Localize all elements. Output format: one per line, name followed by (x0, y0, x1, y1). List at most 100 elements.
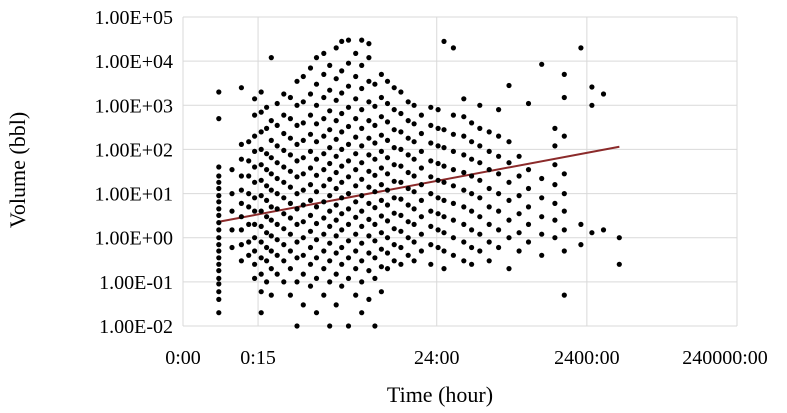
data-point (339, 90, 345, 96)
data-point (461, 152, 467, 158)
data-point (339, 68, 345, 74)
data-point (469, 120, 475, 126)
data-point (411, 173, 417, 179)
data-point (391, 258, 397, 264)
data-point (539, 61, 545, 67)
data-point (359, 258, 365, 264)
data-point (339, 110, 345, 117)
data-point (372, 238, 378, 244)
data-point (525, 100, 532, 107)
data-point (246, 191, 252, 197)
data-point (252, 248, 258, 254)
data-point (307, 182, 314, 188)
data-point (229, 191, 235, 197)
data-point (294, 191, 300, 197)
data-point (496, 133, 502, 139)
data-point (216, 248, 222, 254)
data-point (268, 171, 274, 177)
data-point (398, 244, 404, 251)
data-point (287, 94, 293, 101)
data-point (321, 231, 327, 237)
data-point (300, 219, 306, 225)
data-point (268, 137, 274, 143)
y-tick-label: 1.00E+01 (95, 184, 174, 206)
data-point (274, 122, 280, 128)
data-point (366, 233, 372, 239)
data-point (384, 171, 391, 177)
y-tick-labels: 1.00E-02 1.00E-01 1.00E+00 1.00E+01 1.00E+02… (95, 7, 174, 338)
data-point (477, 231, 483, 237)
data-point (366, 296, 372, 302)
data-point (411, 189, 417, 195)
data-point (333, 233, 339, 239)
data-point (398, 196, 404, 202)
data-point (258, 162, 264, 168)
data-point (281, 179, 287, 185)
data-point (589, 230, 595, 236)
data-point (428, 223, 434, 229)
data-point (366, 184, 372, 190)
data-point (441, 179, 447, 185)
data-point (216, 310, 222, 316)
data-point (327, 176, 333, 182)
data-point (216, 199, 222, 205)
data-point (506, 82, 512, 89)
data-point (496, 227, 502, 233)
data-point (333, 45, 339, 51)
data-point (391, 145, 397, 151)
data-point (216, 220, 222, 226)
data-point (327, 87, 333, 93)
y-tick-label: 1.00E+02 (95, 139, 174, 161)
data-point (405, 185, 411, 192)
data-point (216, 212, 222, 218)
data-point (441, 197, 447, 203)
data-point (313, 237, 320, 243)
data-point (418, 214, 424, 220)
data-point (469, 261, 475, 267)
data-point (321, 292, 327, 298)
data-point (398, 129, 404, 135)
data-point (313, 156, 320, 162)
data-point (264, 183, 270, 189)
data-point (252, 235, 258, 241)
data-point (391, 162, 397, 168)
data-point (418, 197, 424, 203)
data-point (353, 292, 359, 298)
data-point (411, 206, 417, 212)
data-point (353, 134, 359, 140)
data-point (258, 193, 264, 199)
data-point (428, 261, 434, 267)
data-point (450, 217, 456, 223)
data-point (274, 175, 280, 182)
data-point (405, 252, 411, 258)
data-point (281, 279, 287, 285)
data-point (264, 279, 270, 285)
data-point (366, 118, 372, 124)
data-point (268, 204, 274, 210)
data-point (552, 235, 558, 241)
data-point (378, 289, 384, 295)
data-point (486, 129, 492, 135)
data-point (552, 182, 558, 188)
data-point (441, 145, 447, 151)
data-point (461, 258, 467, 264)
data-point (258, 89, 264, 95)
data-point (294, 206, 300, 212)
y-axis-title: Volume (bbl) (5, 112, 30, 228)
data-point (516, 248, 522, 254)
data-point (268, 155, 274, 161)
data-point (372, 323, 378, 329)
data-point (353, 96, 359, 102)
data-point (359, 37, 365, 43)
data-point (359, 208, 365, 214)
data-point (378, 71, 384, 77)
data-point (307, 112, 314, 118)
data-point (539, 175, 545, 182)
data-point (418, 248, 424, 254)
data-point (366, 250, 372, 256)
data-point (552, 162, 558, 168)
y-tick-label: 1.00E+04 (95, 51, 174, 73)
data-point (321, 94, 327, 101)
data-point (359, 310, 365, 316)
